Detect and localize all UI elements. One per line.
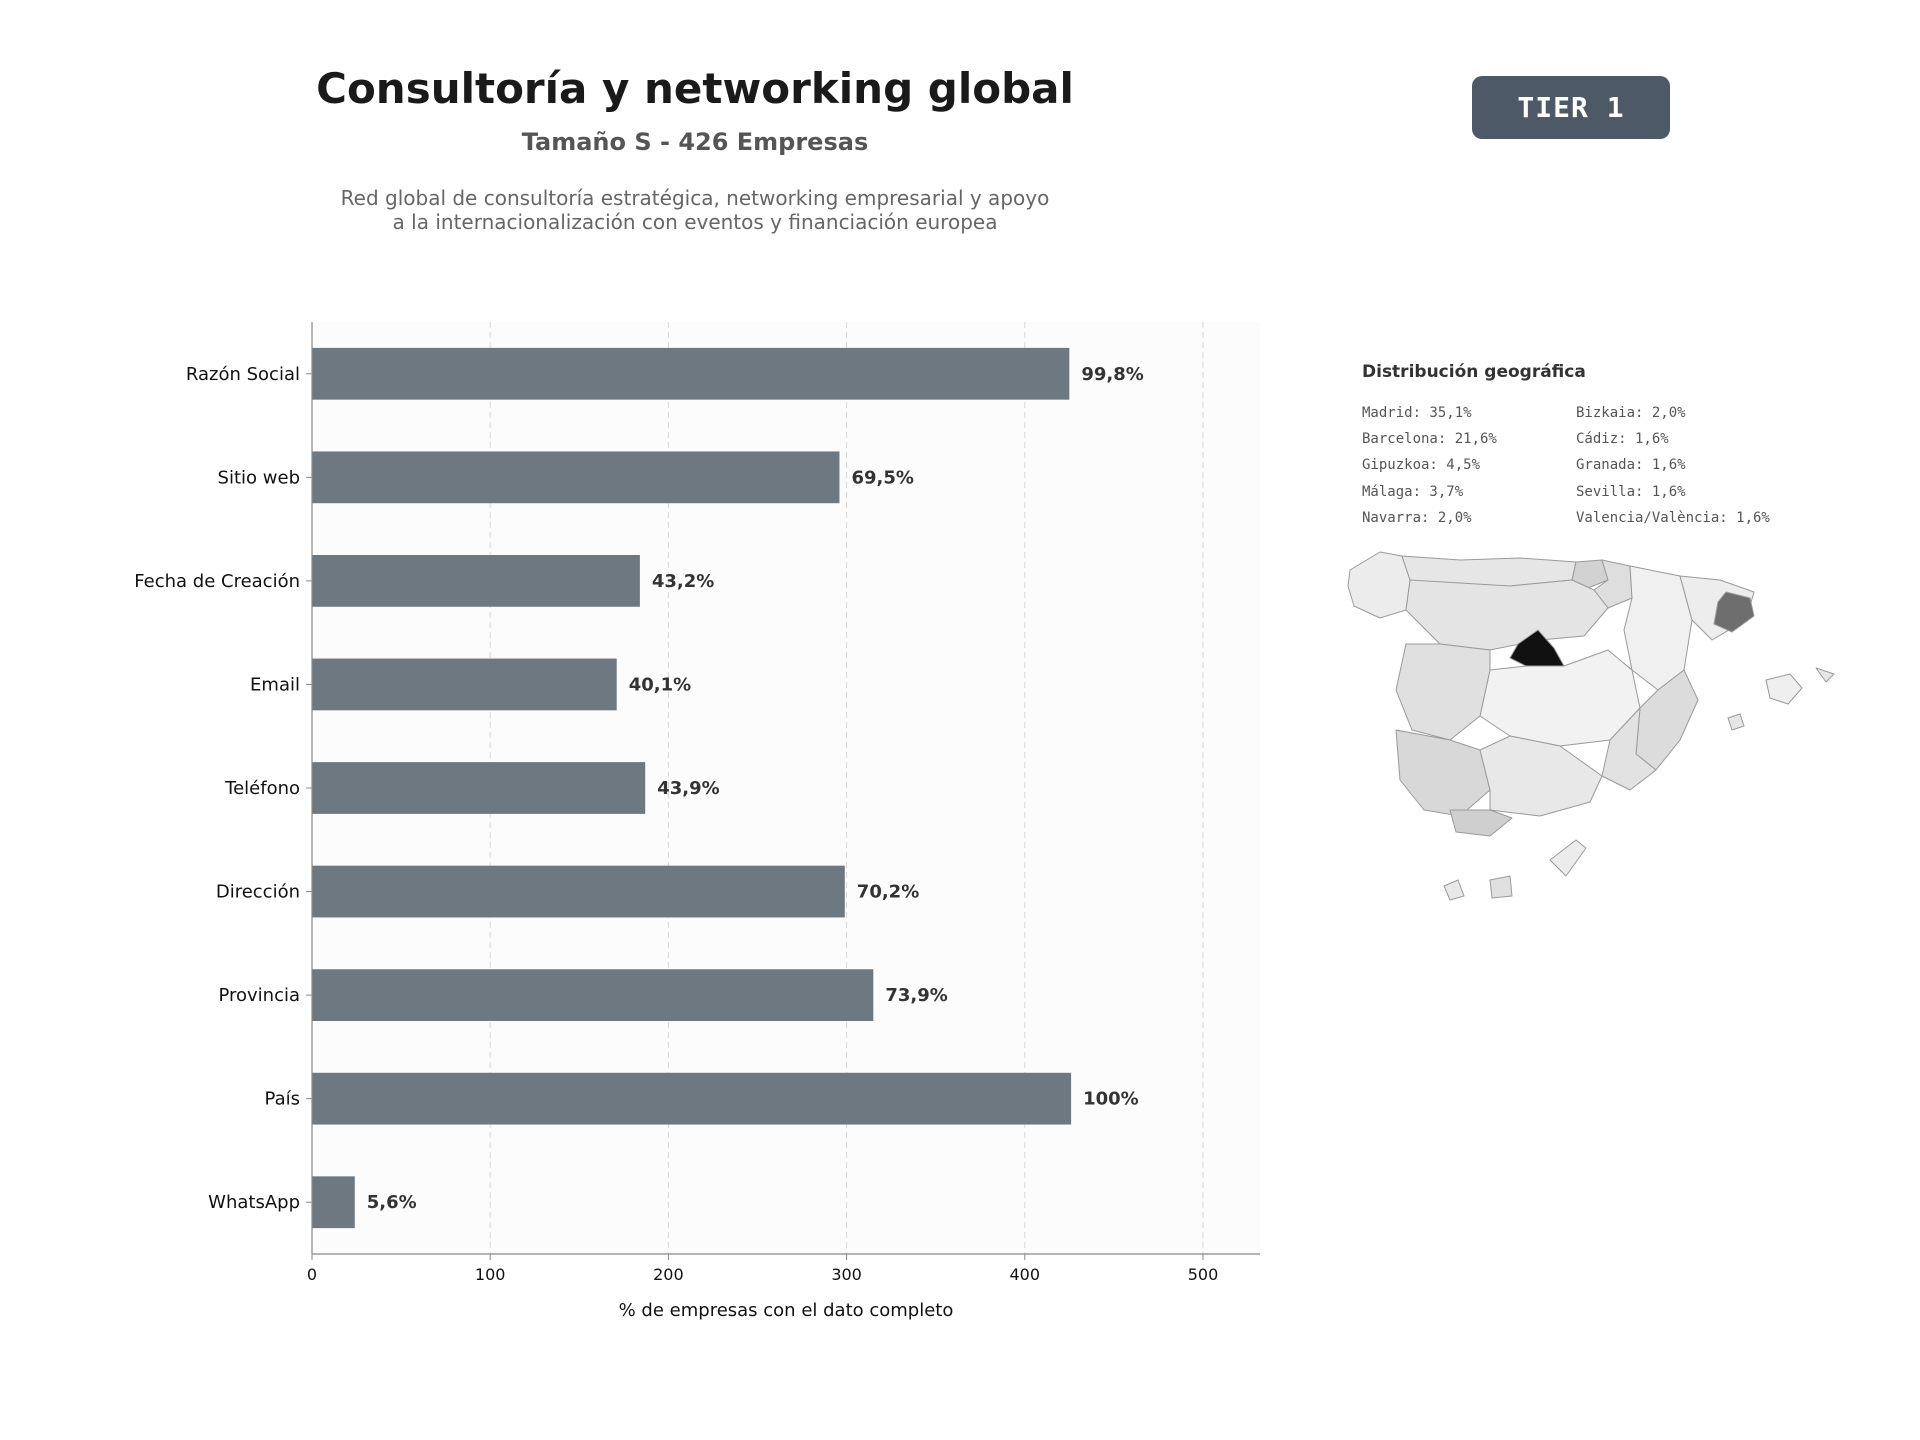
page-subtitle: Tamaño S - 426 Empresas bbox=[521, 128, 869, 156]
x-tick-label: 300 bbox=[831, 1265, 862, 1284]
geo-item: Navarra: 2,0% bbox=[1362, 509, 1472, 526]
geo-item: Barcelona: 21,6% bbox=[1362, 431, 1497, 448]
map-region-balearic-mallorca bbox=[1765, 673, 1803, 705]
map-region-balearic-menorca bbox=[1815, 667, 1835, 683]
bar-data-label: 40,1% bbox=[629, 674, 691, 695]
y-tick-label: WhatsApp bbox=[208, 1192, 300, 1213]
spain-choropleth-map bbox=[1347, 551, 1835, 901]
y-tick-label: Email bbox=[250, 674, 300, 695]
y-tick-label: Fecha de Creación bbox=[134, 571, 300, 592]
bar bbox=[312, 347, 1070, 400]
bar bbox=[312, 969, 874, 1021]
bar bbox=[312, 555, 640, 607]
geo-item: Sevilla: 1,6% bbox=[1576, 483, 1686, 500]
geo-item: Málaga: 3,7% bbox=[1362, 483, 1464, 500]
geo-list-left: Madrid: 35,1% Barcelona: 21,6% Gipuzkoa:… bbox=[1362, 400, 1497, 531]
geo-distribution-title: Distribución geográfica bbox=[1362, 362, 1586, 382]
y-tick-label: Dirección bbox=[216, 882, 300, 903]
y-tick-label: Sitio web bbox=[218, 467, 300, 488]
map-region-valencia bbox=[1635, 669, 1699, 771]
bar-data-label: 5,6% bbox=[367, 1192, 417, 1213]
bar bbox=[312, 451, 840, 504]
completeness-bar-chart: 99,8% 69,5% 43,2% 40,1% 43,9% 70,2% 73,9% 100% 5… bbox=[134, 322, 1260, 1321]
geo-item: Valencia/València: 1,6% bbox=[1576, 509, 1770, 526]
geo-item: Granada: 1,6% bbox=[1576, 457, 1686, 474]
bar-data-label: 43,9% bbox=[657, 778, 719, 799]
y-tick-labels: Razón Social Sitio web Fecha de Creación Em… bbox=[134, 364, 312, 1213]
map-region-malaga bbox=[1449, 809, 1513, 837]
geo-item: Madrid: 35,1% bbox=[1362, 405, 1472, 421]
description-line-2: a la internacionalización con eventos y … bbox=[392, 210, 998, 234]
y-tick-label: Razón Social bbox=[186, 364, 300, 385]
geo-item: Cádiz: 1,6% bbox=[1576, 431, 1669, 448]
x-tick-label: 0 bbox=[307, 1265, 317, 1284]
map-region-andalucia-east bbox=[1479, 735, 1603, 817]
map-region-balearic-ibiza bbox=[1727, 713, 1745, 731]
bar-data-label: 43,2% bbox=[652, 571, 714, 592]
page-description: Red global de consultoría estratégica, n… bbox=[240, 186, 1150, 234]
map-region-canary-center bbox=[1489, 875, 1513, 899]
x-tick-labels: 0 100 200 300 400 500 bbox=[307, 1254, 1218, 1284]
tier-badge: TIER 1 bbox=[1472, 76, 1670, 139]
bar bbox=[312, 658, 617, 711]
map-region-canary-west bbox=[1443, 879, 1465, 901]
bar-data-label: 70,2% bbox=[857, 882, 919, 903]
x-axis-label: % de empresas con el dato completo bbox=[619, 1300, 954, 1321]
bar-data-label: 100% bbox=[1083, 1089, 1139, 1110]
y-tick-label: Teléfono bbox=[224, 778, 300, 799]
bars-group: 99,8% 69,5% 43,2% 40,1% 43,9% 70,2% 73,9% 100% 5… bbox=[312, 347, 1144, 1229]
map-region-castilla-leon bbox=[1405, 579, 1609, 651]
bar-data-label: 69,5% bbox=[851, 467, 913, 488]
x-tick-label: 200 bbox=[653, 1265, 684, 1284]
geo-item: Bizkaia: 2,0% bbox=[1576, 405, 1686, 421]
x-tick-label: 100 bbox=[475, 1265, 506, 1284]
map-region-basque-country bbox=[1571, 559, 1609, 589]
map-region-andalucia-west bbox=[1395, 729, 1491, 817]
description-line-1: Red global de consultoría estratégica, n… bbox=[340, 186, 1050, 210]
bar-data-label: 99,8% bbox=[1081, 364, 1143, 385]
geo-item: Gipuzkoa: 4,5% bbox=[1362, 457, 1481, 474]
map-region-canary-east bbox=[1549, 839, 1587, 877]
y-tick-label: Provincia bbox=[218, 985, 300, 1006]
bar bbox=[312, 1072, 1072, 1125]
map-region-extremadura bbox=[1395, 643, 1491, 741]
map-region-barcelona bbox=[1713, 591, 1755, 633]
geo-list-right: Bizkaia: 2,0% Cádiz: 1,6% Granada: 1,6% … bbox=[1576, 400, 1770, 531]
bar-data-label: 73,9% bbox=[885, 985, 947, 1006]
x-tick-label: 500 bbox=[1188, 1265, 1219, 1284]
bar bbox=[312, 865, 845, 918]
y-tick-label: País bbox=[265, 1089, 300, 1110]
bar bbox=[312, 762, 646, 814]
map-region-galicia bbox=[1347, 551, 1411, 619]
bar bbox=[312, 1176, 355, 1229]
x-tick-label: 400 bbox=[1010, 1265, 1041, 1284]
page-title: Consultoría y networking global bbox=[316, 64, 1074, 113]
